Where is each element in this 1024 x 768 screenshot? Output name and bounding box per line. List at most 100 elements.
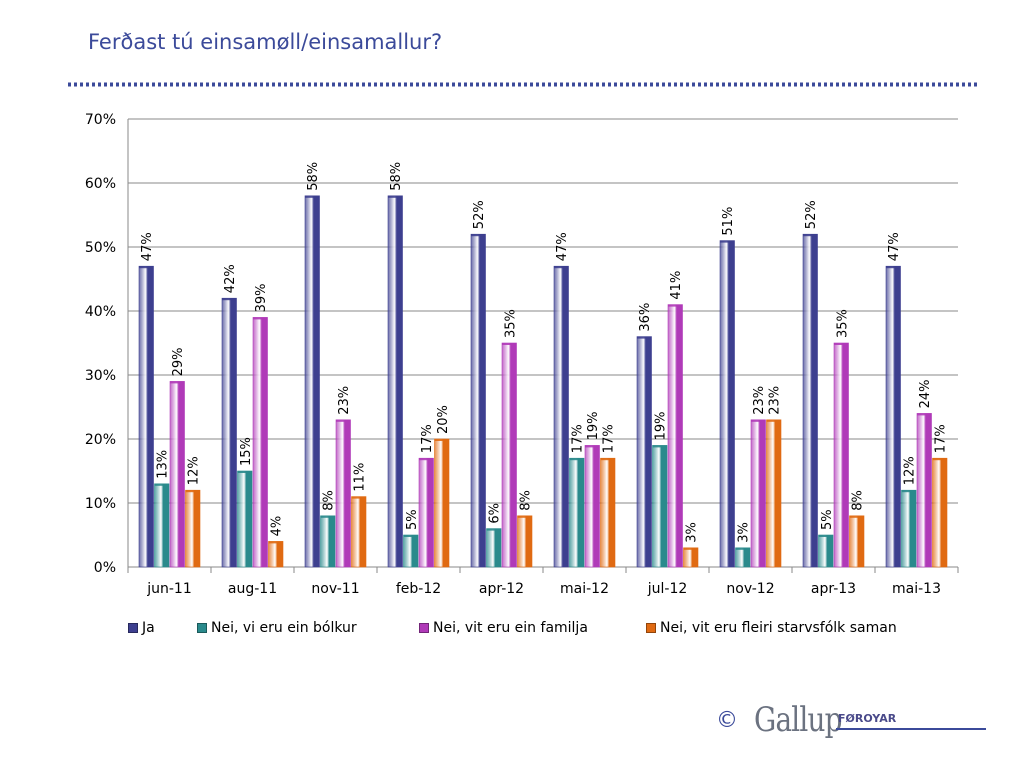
y-tick-label: 40%: [85, 304, 116, 320]
bar-cap: [652, 445, 667, 448]
bar: [719, 240, 735, 568]
bar: [501, 342, 517, 568]
data-label: 6%: [488, 503, 503, 524]
bar-cap: [185, 490, 200, 493]
data-labels: 47% 13% 29% 12% 42% 15% 39% 4% 58% 8% 23% 11% 58% 5% 1…: [140, 162, 949, 543]
data-label: 12%: [903, 456, 918, 485]
bar-cap: [932, 458, 947, 461]
gridlines: [127, 118, 959, 573]
brand-underline: [836, 728, 986, 730]
legend-label: Ja: [142, 620, 155, 636]
y-tick-label: 70%: [85, 112, 116, 128]
data-label: 11%: [353, 463, 368, 492]
data-label: 58%: [306, 162, 321, 191]
data-label: 15%: [239, 437, 254, 466]
bar: [600, 457, 616, 568]
data-label: 47%: [887, 232, 902, 261]
bar-cap: [517, 515, 532, 518]
gallup-logo: © Gallup FØROYAR: [716, 700, 986, 744]
data-label: 19%: [586, 411, 601, 440]
bar: [818, 534, 834, 568]
x-axis-ticks: jun-11 aug-11 nov-11 feb-12 apr-12 mai-12 jul-…: [146, 581, 941, 597]
title-divider: [68, 82, 980, 87]
legend-label: Nei, vit eru fleiri starvsfólk saman: [660, 620, 897, 636]
data-label: 4%: [270, 516, 285, 537]
bar-cap: [253, 317, 268, 320]
legend-label: Nei, vit eru ein familja: [433, 620, 588, 636]
data-label: 8%: [851, 490, 866, 511]
bar: [434, 438, 450, 568]
data-label: 3%: [685, 522, 700, 543]
y-tick-label: 60%: [85, 176, 116, 192]
bar-cap: [351, 496, 366, 499]
y-tick-label: 20%: [85, 432, 116, 448]
bar: [584, 445, 600, 568]
bar: [667, 304, 683, 568]
data-label: 41%: [669, 271, 684, 300]
data-label: 35%: [503, 309, 518, 338]
data-label: 51%: [721, 207, 736, 236]
data-label: 35%: [835, 309, 850, 338]
bar-cap: [668, 304, 683, 307]
y-tick-label: 0%: [94, 560, 116, 576]
bar: [569, 457, 585, 568]
bar-cap: [403, 535, 418, 537]
data-label: 47%: [555, 232, 570, 261]
bar: [403, 534, 419, 568]
y-tick-label: 10%: [85, 496, 116, 512]
bar-cap: [585, 445, 600, 448]
brand-subtitle: FØROYAR: [838, 712, 897, 725]
bar: [636, 336, 652, 568]
x-tick-label: nov-11: [311, 581, 359, 597]
bar-cap: [569, 458, 584, 461]
bar-cap: [720, 240, 735, 243]
data-label: 23%: [768, 386, 783, 415]
legend-swatch: [197, 623, 207, 633]
bar-cap: [305, 195, 320, 198]
legend-swatch: [419, 623, 429, 633]
bar: [268, 541, 284, 568]
y-tick-label: 50%: [85, 240, 116, 256]
bar: [304, 195, 320, 568]
bar-cap: [766, 419, 781, 422]
data-label: 42%: [223, 264, 238, 293]
data-label: 39%: [254, 283, 269, 312]
bar-cap: [419, 458, 434, 461]
legend-item: Nei, vi eru ein bólkur: [197, 620, 357, 636]
bar: [418, 457, 434, 568]
bar-cap: [600, 458, 615, 461]
bar: [517, 515, 533, 568]
brand-name: Gallup: [754, 700, 842, 740]
bar-cap: [154, 483, 169, 486]
bar-cap: [834, 343, 849, 345]
x-tick-label: jul-12: [647, 581, 688, 597]
bar-cap: [268, 541, 283, 544]
bar-cap: [471, 234, 486, 237]
data-label: 23%: [337, 386, 352, 415]
bar-cap: [320, 515, 335, 518]
bar: [351, 496, 367, 568]
x-tick-label: apr-12: [479, 581, 524, 597]
bar: [932, 457, 948, 568]
bar-cap: [388, 195, 403, 198]
bar: [154, 483, 170, 568]
legend-swatch: [128, 623, 138, 633]
bar-cap: [336, 419, 351, 422]
bar-cap: [637, 336, 652, 339]
data-label: 17%: [571, 424, 586, 453]
bar-cap: [818, 535, 833, 537]
bar: [486, 528, 502, 568]
bar: [252, 317, 268, 568]
bar: [849, 515, 865, 568]
bar-cap: [849, 515, 864, 518]
bar: [553, 265, 569, 568]
data-label: 17%: [420, 424, 435, 453]
bar-cap: [917, 413, 932, 416]
bar-cap: [751, 419, 766, 422]
bar: [652, 445, 668, 568]
bar: [138, 265, 154, 568]
data-label: 8%: [519, 490, 534, 511]
y-tick-label: 30%: [85, 368, 116, 384]
data-label: 12%: [187, 456, 202, 485]
